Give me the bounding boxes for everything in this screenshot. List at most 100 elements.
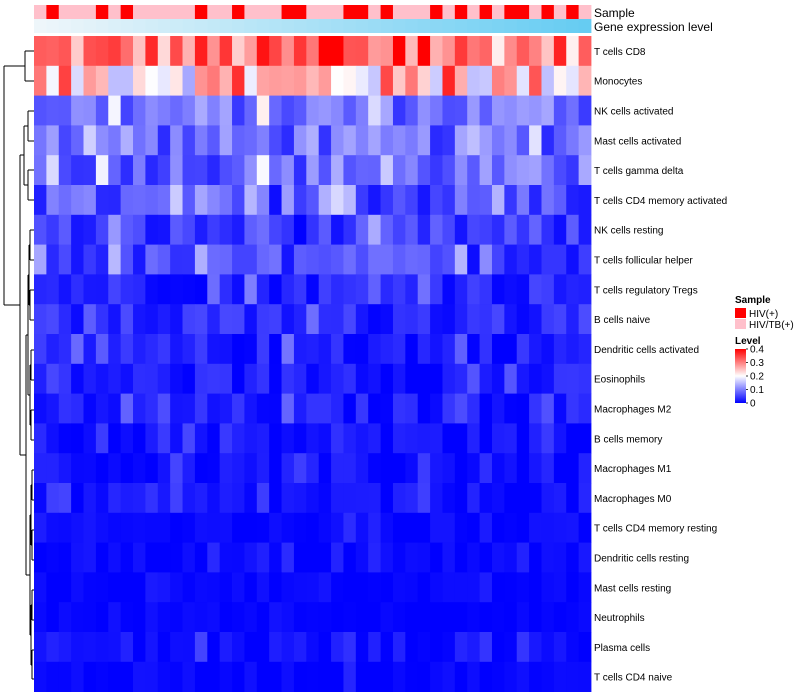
heatmap-cell (318, 214, 332, 245)
heatmap-cell (578, 65, 592, 96)
heatmap-cell (343, 65, 357, 96)
heatmap-cell (392, 334, 406, 365)
heatmap-cell (219, 453, 233, 484)
heatmap-cell (430, 214, 443, 245)
heatmap-cell (504, 155, 518, 186)
heatmap-cell (331, 334, 344, 365)
sample-annotation-cell (83, 5, 97, 19)
heatmap-cell (541, 36, 555, 67)
heatmap-cell (46, 125, 60, 156)
heatmap-cell (491, 393, 505, 424)
heatmap-cell (368, 274, 381, 305)
heatmap-cell (454, 602, 468, 633)
heatmap-cell (442, 453, 456, 484)
heatmap-cell (380, 661, 394, 692)
gene-expression-cell (219, 19, 233, 33)
heatmap-cell (318, 36, 332, 67)
heatmap-cell (95, 334, 109, 365)
heatmap-cell (83, 632, 97, 663)
legend-tick-label: 0.2 (750, 372, 764, 383)
heatmap-cell (417, 95, 431, 126)
heatmap-cell (417, 125, 431, 156)
heatmap-cell (529, 36, 542, 67)
heatmap-cell (133, 632, 146, 663)
heatmap-cell (219, 393, 233, 424)
heatmap-cell (170, 304, 183, 335)
heatmap-cell (95, 632, 109, 663)
heatmap-cell (34, 661, 47, 692)
heatmap-cell (306, 602, 320, 633)
heatmap-cell (380, 453, 394, 484)
heatmap-cell (454, 632, 468, 663)
heatmap-cell (58, 572, 72, 603)
heatmap-cell (392, 244, 406, 275)
heatmap-cell (157, 632, 171, 663)
heatmap-cell (541, 185, 555, 216)
heatmap-cell (133, 125, 146, 156)
heatmap-cell (318, 572, 332, 603)
heatmap-cell (392, 602, 406, 633)
gene-expression-cell (491, 19, 505, 33)
heatmap-cell (516, 453, 530, 484)
heatmap-cell (145, 542, 159, 573)
heatmap-cell (529, 661, 542, 692)
heatmap-cell (529, 542, 542, 573)
heatmap-cell (120, 393, 134, 424)
heatmap-cell (170, 334, 183, 365)
heatmap-cell (83, 363, 97, 394)
gene-expression-cell (566, 19, 580, 33)
heatmap-cell (479, 602, 493, 633)
heatmap-cell (232, 274, 245, 305)
heatmap-cell (244, 185, 258, 216)
heatmap-cell (467, 512, 480, 543)
heatmap-cell (58, 214, 72, 245)
heatmap-cell (553, 334, 567, 365)
heatmap-cell (306, 483, 320, 514)
heatmap-cell (430, 36, 443, 67)
gene-expression-cell (133, 19, 146, 33)
heatmap-cell (380, 542, 394, 573)
heatmap-cell (479, 423, 493, 454)
heatmap-cell (306, 95, 320, 126)
heatmap-cell (442, 36, 456, 67)
heatmap-cell (182, 214, 196, 245)
heatmap-cell (343, 95, 357, 126)
heatmap-cell (553, 512, 567, 543)
heatmap-cell (58, 661, 72, 692)
heatmap-cell (355, 483, 369, 514)
heatmap-cell (553, 542, 567, 573)
heatmap-cell (405, 542, 419, 573)
row-labels: T cells CD8 Monocytes NK cells activated Ma… (594, 47, 727, 684)
heatmap-cell (83, 393, 97, 424)
heatmap-cell (170, 36, 183, 67)
heatmap-cell (430, 244, 443, 275)
heatmap-cell (170, 393, 183, 424)
heatmap-cell (269, 214, 282, 245)
heatmap-cell (83, 542, 97, 573)
heatmap-cell (380, 572, 394, 603)
heatmap-cell (479, 483, 493, 514)
heatmap-cell (417, 185, 431, 216)
heatmap-cell (491, 214, 505, 245)
heatmap-cell (256, 661, 270, 692)
heatmap-cell (516, 36, 530, 67)
heatmap-cell (256, 363, 270, 394)
heatmap-cell (368, 453, 381, 484)
heatmap-cell (343, 453, 357, 484)
heatmap-cell (133, 65, 146, 96)
heatmap-cell (380, 602, 394, 633)
heatmap-cell (46, 95, 60, 126)
heatmap-cell (108, 36, 122, 67)
sample-annotation-cell (58, 5, 72, 19)
heatmap-cell (355, 65, 369, 96)
heatmap-cell (83, 512, 97, 543)
sample-annotation-cell (454, 5, 468, 19)
heatmap-cell (380, 304, 394, 335)
heatmap-cell (491, 423, 505, 454)
heatmap-cell (133, 602, 146, 633)
heatmap-cell (170, 244, 183, 275)
heatmap-cell (145, 185, 159, 216)
heatmap-cell (529, 453, 542, 484)
heatmap-cell (293, 453, 307, 484)
heatmap-cell (244, 512, 258, 543)
